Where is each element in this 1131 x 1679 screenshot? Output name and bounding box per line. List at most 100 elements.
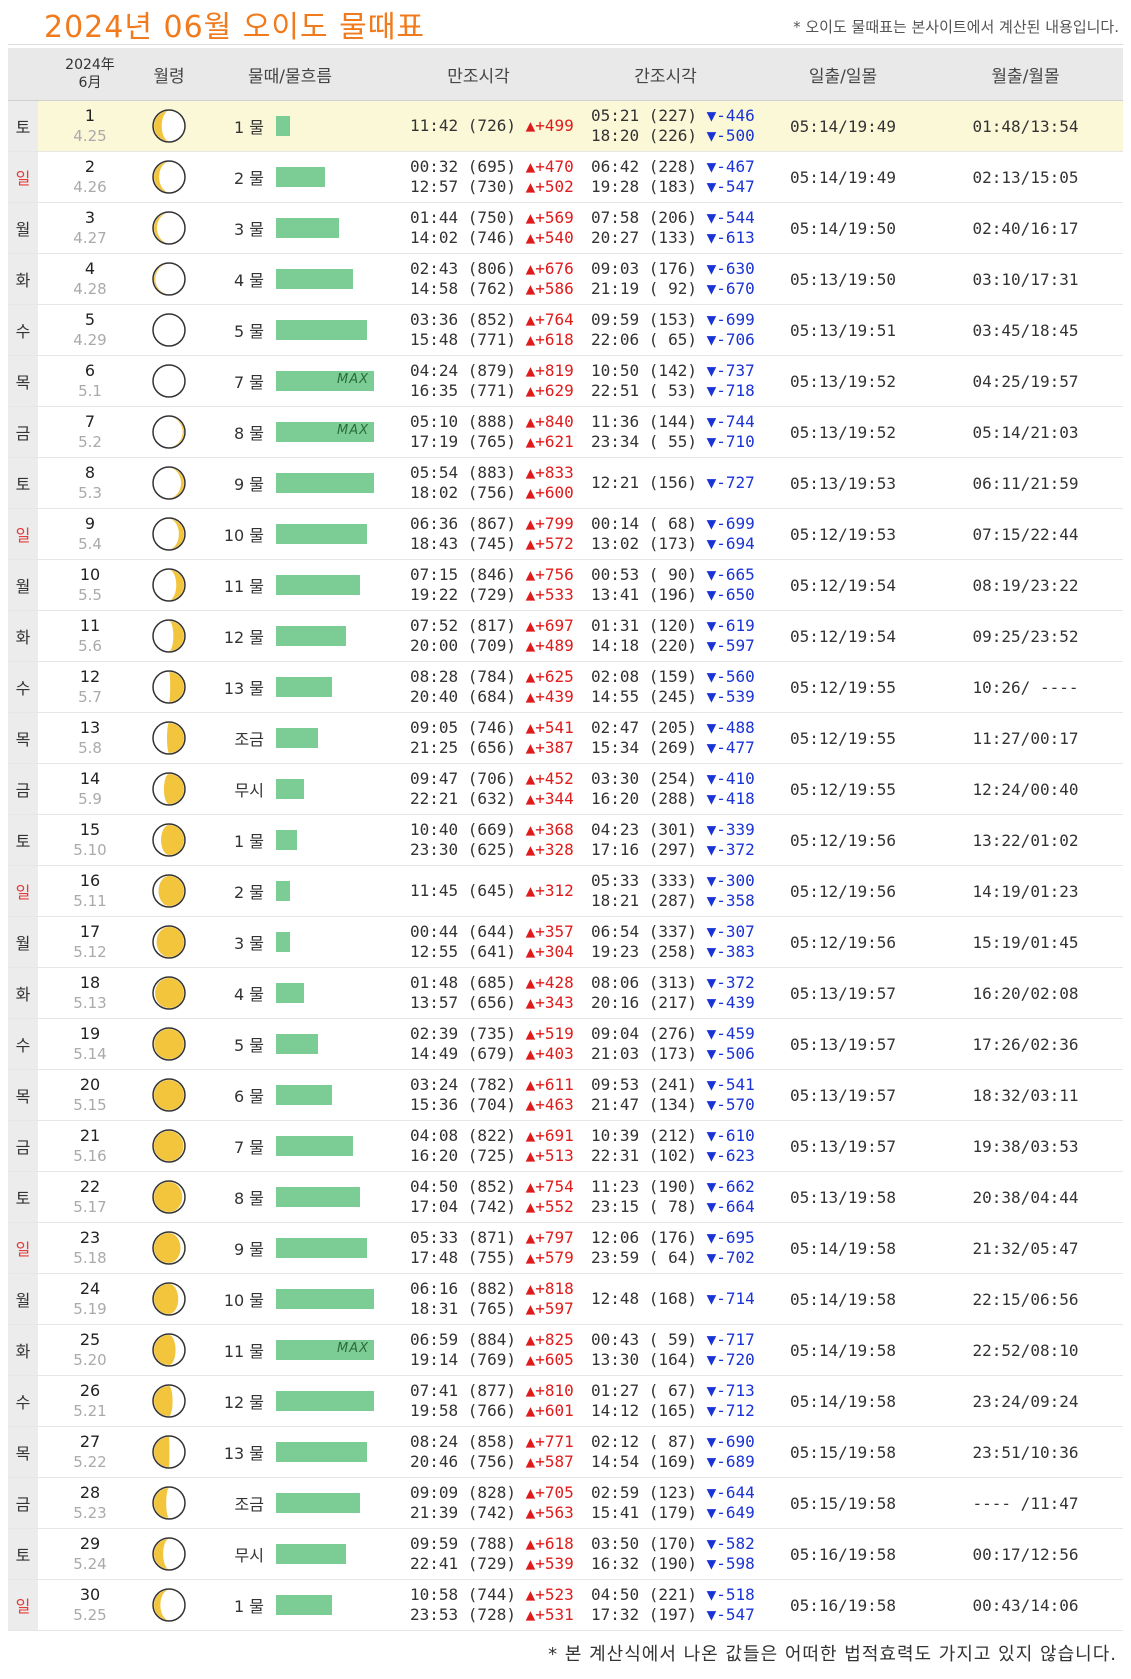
day-of-week: 목 <box>8 355 38 407</box>
tide-rise-value: ▲+387 <box>525 738 574 757</box>
moonrise-moonset: 05:14/21:03 <box>928 406 1123 458</box>
moonrise-moonset: 22:52/08:10 <box>928 1324 1123 1376</box>
low-tide-cell: 05:21 (227) ▼-446 18:20 (226) ▼-500 <box>573 100 758 152</box>
sunrise-sunset: 05:12/19:53 <box>758 508 928 560</box>
tide-fall-value: ▼-613 <box>706 228 755 247</box>
low-tide-cell: 11:23 (190) ▼-662 23:15 ( 78) ▼-664 <box>573 1171 758 1223</box>
low-tide-entry: 18:20 (226) ▼-500 <box>591 126 758 146</box>
low-tide-time: 23:59 ( 64) <box>591 1248 697 1267</box>
high-tide-time: 22:41 (729) <box>410 1554 516 1573</box>
high-tide-cell: 09:47 (706) ▲+452 22:21 (632) ▲+344 <box>384 763 574 815</box>
low-tide-entry: 21:47 (134) ▼-570 <box>591 1095 758 1115</box>
tide-flow-name: 7 물 <box>234 373 264 392</box>
date-cell: 22 5.17 <box>38 1171 142 1223</box>
high-tide-cell: 05:33 (871) ▲+797 17:48 (755) ▲+579 <box>384 1222 574 1274</box>
high-tide-time: 02:39 (735) <box>410 1024 516 1043</box>
high-tide-cell: 05:10 (888) ▲+840 17:19 (765) ▲+621 <box>384 406 574 458</box>
low-tide-cell: 02:12 ( 87) ▼-690 14:54 (169) ▼-689 <box>573 1426 758 1478</box>
tide-flow-cell: 5 물 <box>196 1018 384 1070</box>
tide-fall-value: ▼-690 <box>706 1432 755 1451</box>
high-tide-entry: 06:59 (884) ▲+825 <box>410 1330 574 1350</box>
high-tide-entry: 03:36 (852) ▲+764 <box>410 310 574 330</box>
high-tide-entry: 09:09 (828) ▲+705 <box>410 1483 574 1503</box>
high-tide-entry: 09:59 (788) ▲+618 <box>410 1534 574 1554</box>
low-tide-time: 02:59 (123) <box>591 1483 697 1502</box>
sunrise-sunset: 05:14/19:58 <box>758 1222 928 1274</box>
moonrise-moonset: 11:27/00:17 <box>928 712 1123 764</box>
day-of-week: 화 <box>8 967 38 1019</box>
low-tide-time: 23:34 ( 55) <box>591 432 697 451</box>
tide-rise-value: ▲+691 <box>525 1126 574 1145</box>
tide-strength-bar <box>276 1085 332 1105</box>
day-of-week: 토 <box>8 1528 38 1580</box>
date-cell: 9 5.4 <box>38 508 142 560</box>
tide-flow-cell: 무시 <box>196 763 384 815</box>
tide-fall-value: ▼-372 <box>706 840 755 859</box>
tide-strength-bar <box>276 779 304 799</box>
tide-strength-bar <box>276 932 290 952</box>
solar-date: 24 <box>79 1279 101 1298</box>
high-tide-cell: 06:16 (882) ▲+818 18:31 (765) ▲+597 <box>384 1273 574 1325</box>
moonrise-moonset: 06:11/21:59 <box>928 457 1123 509</box>
high-tide-time: 14:49 (679) <box>410 1044 516 1063</box>
moon-phase-cell <box>142 814 196 866</box>
low-tide-cell: 04:50 (221) ▼-518 17:32 (197) ▼-547 <box>573 1579 758 1631</box>
low-tide-time: 13:30 (164) <box>591 1350 697 1369</box>
tide-rise-value: ▲+523 <box>525 1585 574 1604</box>
moon-phase-cell <box>142 610 196 662</box>
solar-date: 10 <box>79 565 101 584</box>
high-tide-time: 02:43 (806) <box>410 259 516 278</box>
moonrise-moonset: 00:17/12:56 <box>928 1528 1123 1580</box>
high-tide-entry: 04:08 (822) ▲+691 <box>410 1126 574 1146</box>
moonrise-moonset: 08:19/23:22 <box>928 559 1123 611</box>
solar-date: 22 <box>79 1177 101 1196</box>
low-tide-time: 07:58 (206) <box>591 208 697 227</box>
day-of-week: 토 <box>8 1171 38 1223</box>
high-tide-entry: 12:55 (641) ▲+304 <box>410 942 574 962</box>
high-tide-cell: 04:24 (879) ▲+819 16:35 (771) ▲+629 <box>384 355 574 407</box>
high-tide-time: 15:48 (771) <box>410 330 516 349</box>
tide-table: 2024年 6月 월령 물때/물흐름 만조시각 간조시각 일출/일몰 월출/월몰… <box>8 48 1123 1631</box>
tide-strength-bar <box>276 983 304 1003</box>
solar-date: 29 <box>79 1534 101 1553</box>
tide-rise-value: ▲+586 <box>525 279 574 298</box>
date-cell: 18 5.13 <box>38 967 142 1019</box>
moon-phase-icon <box>152 262 186 296</box>
solar-date: 8 <box>84 463 96 482</box>
tide-fall-value: ▼-506 <box>706 1044 755 1063</box>
high-tide-entry: 17:04 (742) ▲+552 <box>410 1197 574 1217</box>
moon-phase-cell <box>142 202 196 254</box>
date-cell: 2 4.26 <box>38 151 142 203</box>
table-row: 월 3 4.27 3 물 01:44 (750) ▲+569 14:02 (746) ▲+… <box>8 202 1123 254</box>
sunrise-sunset: 05:12/19:55 <box>758 763 928 815</box>
low-tide-cell: 07:58 (206) ▼-544 20:27 (133) ▼-613 <box>573 202 758 254</box>
lunar-date: 5.6 <box>78 637 102 655</box>
low-tide-time: 02:12 ( 87) <box>591 1432 697 1451</box>
low-tide-time: 11:36 (144) <box>591 412 697 431</box>
date-cell: 11 5.6 <box>38 610 142 662</box>
tide-strength-bar <box>276 116 290 136</box>
moon-phase-icon <box>152 1333 186 1367</box>
high-tide-entry: 12:57 (730) ▲+502 <box>410 177 574 197</box>
high-tide-entry: 06:36 (867) ▲+799 <box>410 514 574 534</box>
sunrise-sunset: 05:14/19:49 <box>758 151 928 203</box>
low-tide-time: 02:47 (205) <box>591 718 697 737</box>
moonrise-moonset: 10:26/ ---- <box>928 661 1123 713</box>
tide-flow-cell: 12 물 <box>196 1375 384 1427</box>
low-tide-entry: 13:30 (164) ▼-720 <box>591 1350 758 1370</box>
table-row: 화 11 5.6 12 물 07:52 (817) ▲+697 20:00 (709) ▲… <box>8 610 1123 662</box>
high-tide-time: 17:48 (755) <box>410 1248 516 1267</box>
high-tide-entry: 17:48 (755) ▲+579 <box>410 1248 574 1268</box>
low-tide-entry: 22:06 ( 65) ▼-706 <box>591 330 758 350</box>
solar-date: 5 <box>84 310 96 329</box>
high-tide-cell: 09:05 (746) ▲+541 21:25 (656) ▲+387 <box>384 712 574 764</box>
high-tide-time: 12:57 (730) <box>410 177 516 196</box>
header-low-tide: 간조시각 <box>573 48 758 101</box>
high-tide-cell: 10:58 (744) ▲+523 23:53 (728) ▲+531 <box>384 1579 574 1631</box>
tide-rise-value: ▲+629 <box>525 381 574 400</box>
low-tide-entry: 17:16 (297) ▼-372 <box>591 840 758 860</box>
tide-flow-name: 조금 <box>234 1495 264 1514</box>
low-tide-time: 05:33 (333) <box>591 871 697 890</box>
lunar-date: 4.26 <box>73 178 107 196</box>
tide-rise-value: ▲+569 <box>525 208 574 227</box>
